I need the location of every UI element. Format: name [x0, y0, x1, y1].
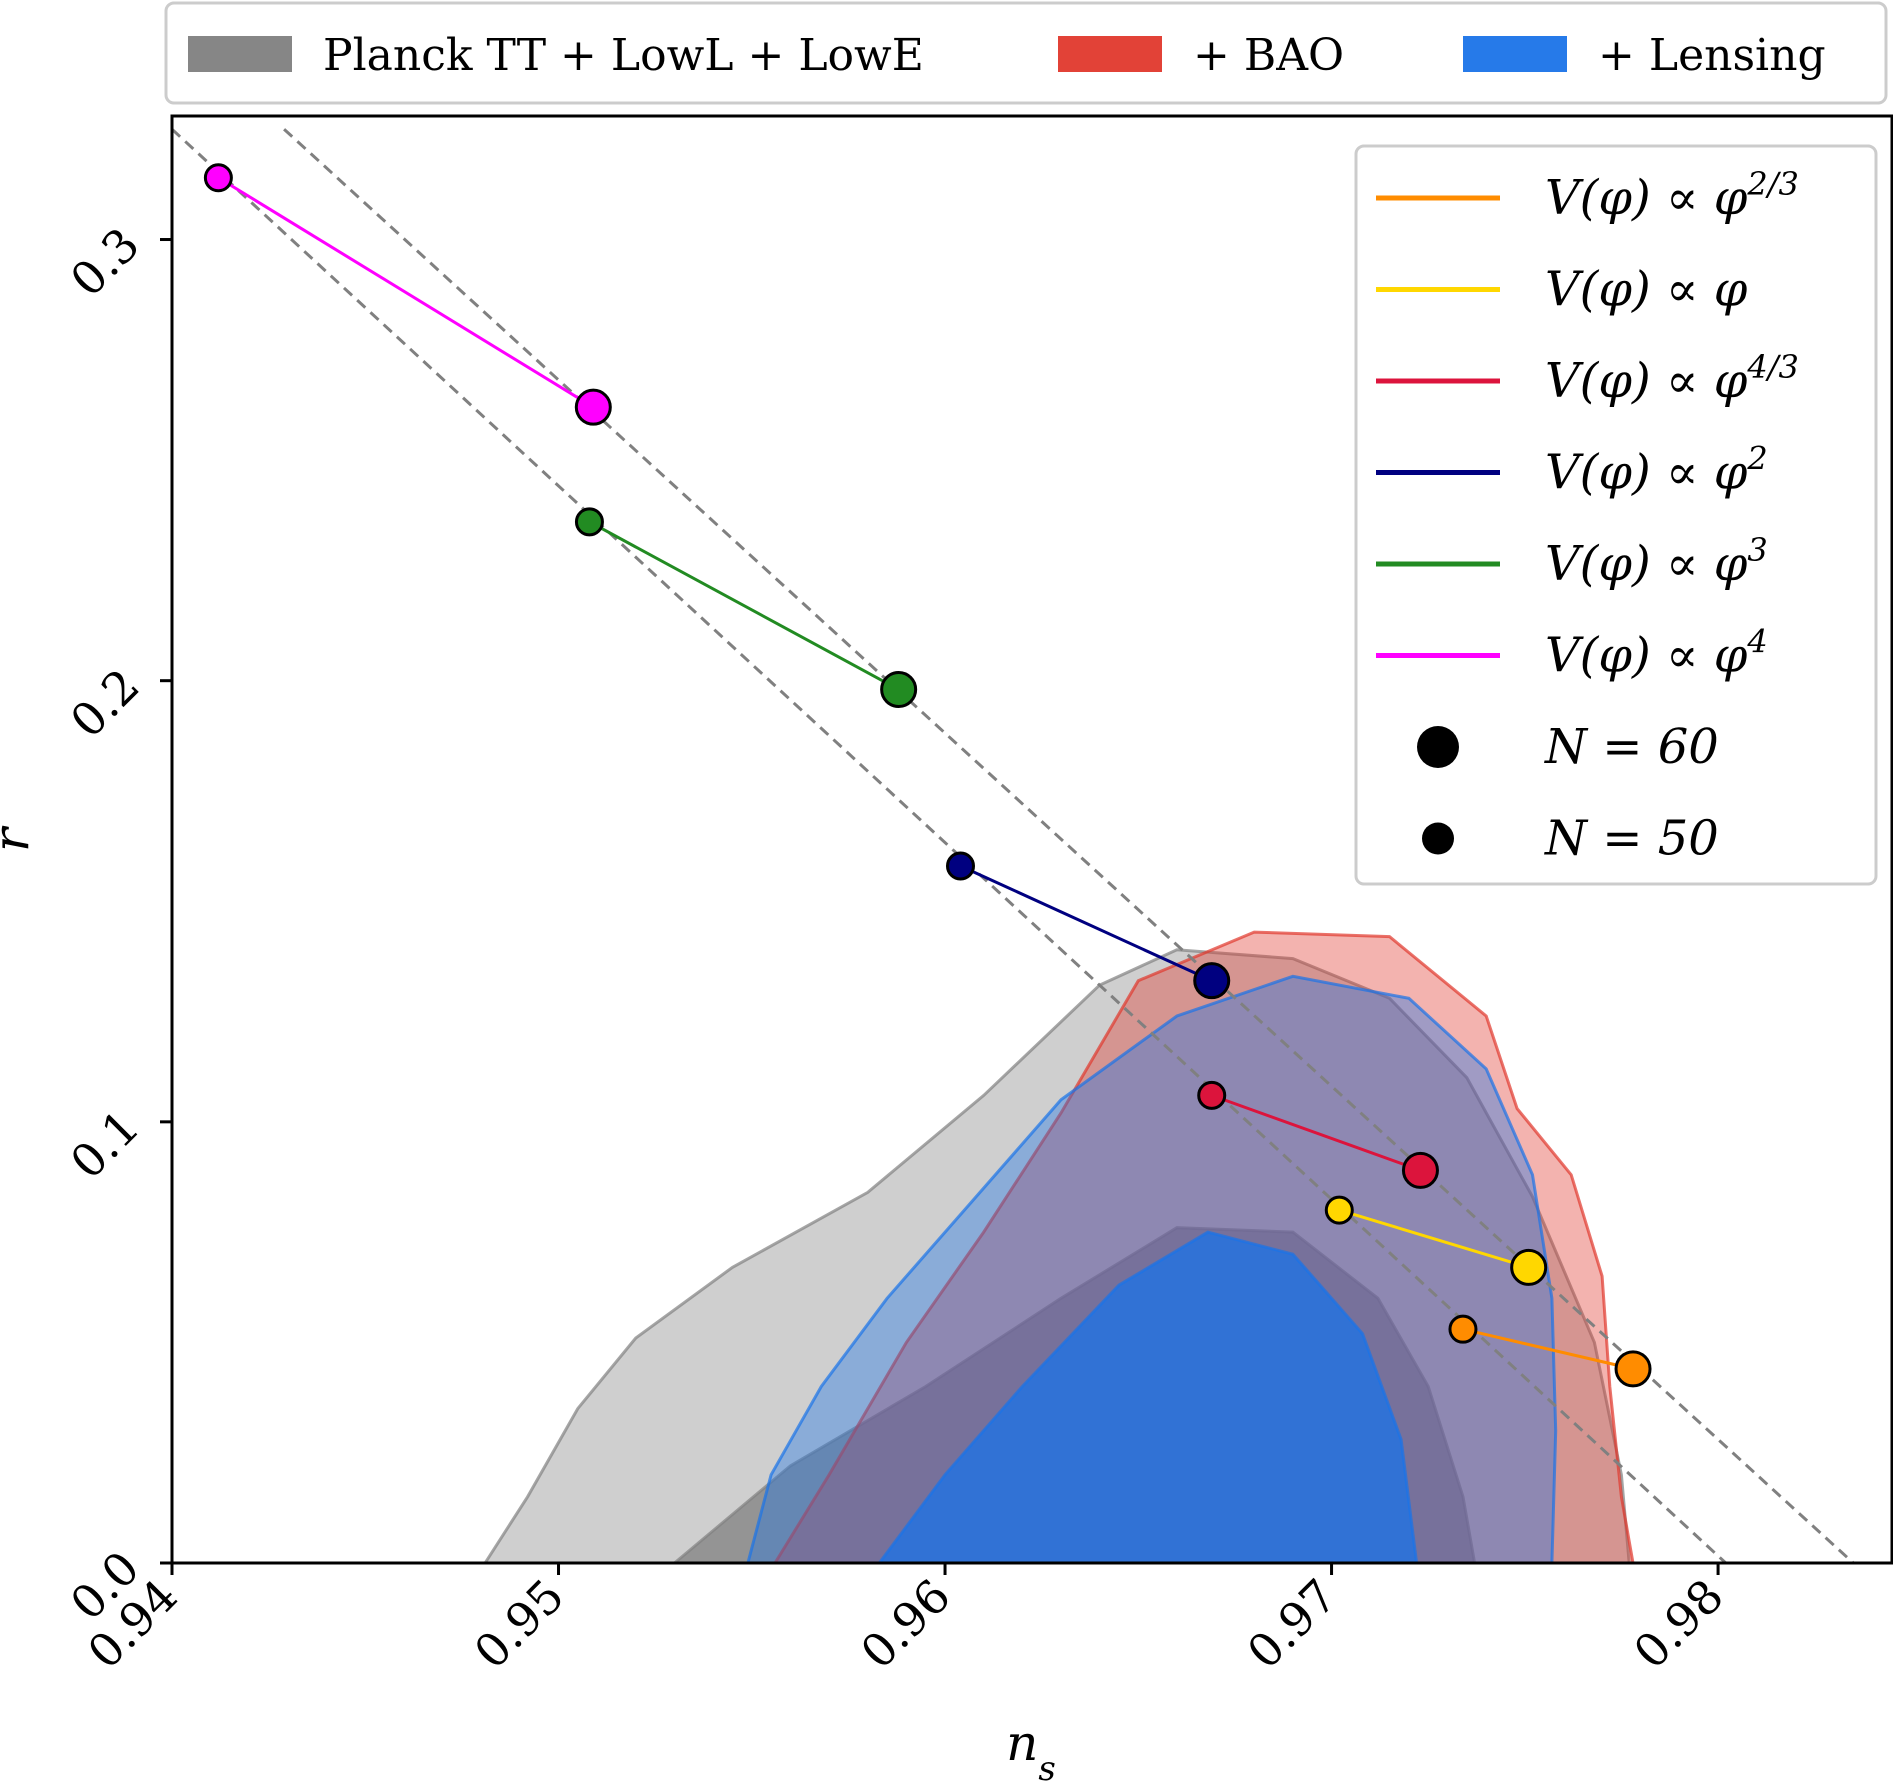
point-n50-4	[945, 851, 975, 881]
series-line-3	[1211, 1093, 1421, 1172]
point-n60-3	[1401, 1151, 1439, 1189]
top-legend-frame	[164, 1, 1888, 105]
y-axis-label: r	[0, 825, 40, 852]
point-n50-6	[203, 163, 233, 193]
top-legend-swatch-1	[188, 36, 292, 72]
y-axis-ticks: 0.00.10.20.3	[60, 217, 172, 1631]
inner-legend-marker-1	[1417, 726, 1459, 768]
series-line-4	[959, 864, 1213, 983]
inner-legend-label-3: V(φ) ∝ φ4/3	[1545, 348, 1799, 409]
x-axis-label: ns	[1006, 1714, 1056, 1786]
contour-regions	[483, 930, 1635, 1563]
series-line-2	[1338, 1208, 1530, 1269]
x-tick-label-3: 0.96	[850, 1569, 961, 1680]
point-n60-4	[1193, 962, 1231, 1000]
point-n60-6	[574, 388, 612, 426]
y-tick-label-3: 0.2	[60, 658, 150, 748]
top-legend: Planck TT + LowL + LowE + BAO + Lensing	[164, 1, 1888, 105]
inner-legend-marker-label-1: N = 60	[1544, 719, 1719, 775]
point-n50-3	[1197, 1080, 1227, 1110]
top-legend-swatch-3	[1463, 36, 1567, 72]
series-points	[203, 163, 1652, 1388]
contour-5	[877, 1230, 1419, 1563]
y-tick-label-4: 0.3	[60, 217, 150, 307]
top-legend-entries: Planck TT + LowL + LowE + BAO + Lensing	[188, 30, 1826, 81]
guide-line-2	[283, 128, 1855, 1563]
inner-legend-label-6: V(φ) ∝ φ4	[1545, 623, 1768, 684]
point-n50-5	[574, 507, 604, 537]
series-line-5	[588, 520, 900, 691]
x-tick-label-5: 0.98	[1623, 1569, 1734, 1680]
inner-legend: V(φ) ∝ φ2/3 V(φ) ∝ φ V(φ) ∝ φ4/3 V(φ) ∝ φ2 V…	[1354, 144, 1878, 886]
x-tick-label-2: 0.95	[464, 1569, 575, 1680]
series-line-6	[217, 176, 595, 409]
inner-legend-label-2: V(φ) ∝ φ	[1545, 262, 1748, 318]
top-legend-label-3: + Lensing	[1598, 30, 1826, 81]
inner-legend-marker-2	[1422, 822, 1454, 855]
x-axis-ticks: 0.94 0.95 0.96 0.97 0.98	[77, 1563, 1734, 1679]
inner-legend-label-1: V(φ) ∝ φ2/3	[1545, 165, 1799, 226]
y-tick-label-2: 0.1	[60, 1099, 150, 1189]
point-n60-2	[1510, 1248, 1548, 1286]
inner-legend-label-5: V(φ) ∝ φ3	[1545, 531, 1768, 592]
inner-legend-label-4: V(φ) ∝ φ2	[1545, 440, 1768, 501]
point-n60-5	[880, 671, 918, 709]
top-legend-swatch-2	[1058, 36, 1162, 72]
x-tick-label-4: 0.97	[1237, 1569, 1348, 1680]
top-legend-label-2: + BAO	[1193, 30, 1344, 81]
series-lines	[217, 176, 1634, 1371]
point-n50-2	[1324, 1195, 1354, 1225]
series-line-1	[1462, 1327, 1634, 1371]
plot-frame	[170, 114, 1893, 1565]
point-n60-1	[1614, 1350, 1652, 1388]
guide-line-1	[172, 128, 1727, 1563]
guide-lines	[172, 128, 1855, 1563]
top-legend-label-1: Planck TT + LowL + LowE	[323, 30, 924, 81]
inner-legend-marker-label-2: N = 50	[1544, 811, 1719, 867]
point-n50-1	[1448, 1314, 1478, 1344]
inner-legend-entries: V(φ) ∝ φ2/3 V(φ) ∝ φ V(φ) ∝ φ4/3 V(φ) ∝ φ2 V…	[1376, 165, 1799, 867]
inner-legend-frame	[1354, 144, 1878, 886]
